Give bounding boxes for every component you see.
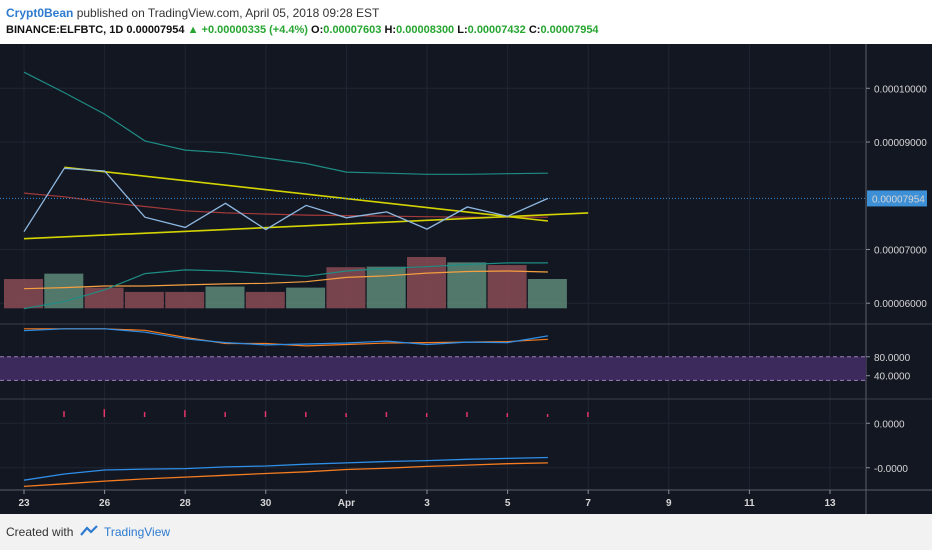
symbol-label: BINANCE:ELFBTC, 1D xyxy=(6,24,124,36)
price-tick-label: 0.00007000 xyxy=(874,245,927,256)
high-value: 0.00008300 xyxy=(396,24,455,36)
volume-bar xyxy=(286,287,326,309)
time-tick-label: 5 xyxy=(505,498,511,509)
ohlc-line: BINANCE:ELFBTC, 1D 0.00007954 ▲ +0.00000… xyxy=(6,24,599,36)
volume-bar xyxy=(366,266,406,309)
low-value: 0.00007432 xyxy=(467,24,526,36)
bollinger-basis-line xyxy=(23,192,548,218)
rsi-tick-label: 40.0000 xyxy=(874,372,911,383)
last-price-badge xyxy=(867,190,927,207)
volume-bar xyxy=(487,265,527,309)
last-price-label: 0.00007954 xyxy=(872,194,925,205)
trendline-lower xyxy=(23,212,589,240)
volume-bar xyxy=(326,267,366,309)
bollinger-upper-line xyxy=(23,71,548,175)
open-value: 0.00007603 xyxy=(323,24,382,36)
bollinger-lower-line xyxy=(23,262,548,310)
price-line xyxy=(23,167,549,233)
volume-bar xyxy=(407,256,446,309)
time-tick-label: 13 xyxy=(824,498,836,509)
time-tick-label: 3 xyxy=(424,498,430,509)
volume-bar xyxy=(527,279,567,309)
up-arrow-icon: ▲ xyxy=(187,24,199,36)
macd-line xyxy=(23,456,548,481)
volume-bar xyxy=(165,291,205,309)
volume-bar xyxy=(44,273,84,309)
volume-bar xyxy=(205,286,245,309)
time-tick-label: 23 xyxy=(18,498,30,509)
volume-bar xyxy=(447,262,487,309)
created-with-text: Created with xyxy=(6,525,74,539)
time-tick-label: 11 xyxy=(744,498,755,509)
volume-bar xyxy=(245,291,285,309)
time-tick-label: 7 xyxy=(585,498,591,509)
high-label: H: xyxy=(384,24,397,36)
price-tick-label: 0.00009000 xyxy=(874,138,927,149)
trendline-upper xyxy=(64,166,548,222)
volume-bar xyxy=(124,291,164,309)
time-tick-label: 26 xyxy=(99,498,111,509)
close-value: 0.00007954 xyxy=(540,24,599,36)
rsi-d-line xyxy=(24,328,548,347)
change-value: +0.00000335 (+4.4%) xyxy=(201,24,308,36)
open-label: O: xyxy=(311,24,324,36)
rsi-k-line xyxy=(23,328,548,346)
time-tick-label: 28 xyxy=(180,498,192,509)
last-value: 0.00007954 xyxy=(126,24,185,36)
volume-bar xyxy=(84,287,124,309)
author-link[interactable]: Crypt0Bean xyxy=(6,6,74,20)
time-tick-label: 30 xyxy=(260,498,272,509)
tradingview-brand-link[interactable]: TradingView xyxy=(104,525,171,539)
footer: Created with TradingView xyxy=(0,514,932,550)
volume-ma-line xyxy=(23,270,548,290)
chart-area[interactable]: 0.00010000 0.00009000 0.00007000 0.00006000… xyxy=(0,44,932,514)
macd-tick-label: 0.0000 xyxy=(874,419,905,430)
macd-signal-line xyxy=(23,462,548,488)
macd-tick-label: -0.0000 xyxy=(874,464,908,475)
volume-bar xyxy=(4,279,43,309)
tradingview-cloud-icon xyxy=(80,525,98,536)
low-label: L: xyxy=(457,24,468,36)
chart-header: Crypt0Bean published on TradingView.com,… xyxy=(0,0,932,44)
rsi-band-fill xyxy=(0,356,866,381)
publish-line: Crypt0Bean published on TradingView.com,… xyxy=(6,6,379,20)
published-text: published on TradingView.com, April 05, … xyxy=(76,6,380,20)
time-tick-label: Apr xyxy=(338,498,355,509)
rsi-tick-label: 80.0000 xyxy=(874,353,911,364)
price-tick-label: 0.00010000 xyxy=(874,84,927,95)
time-tick-label: 9 xyxy=(666,498,672,509)
chart-canvas[interactable]: 0.00010000 0.00009000 0.00007000 0.00006000… xyxy=(0,44,932,514)
close-label: C: xyxy=(528,24,541,36)
price-tick-label: 0.00006000 xyxy=(874,299,927,310)
